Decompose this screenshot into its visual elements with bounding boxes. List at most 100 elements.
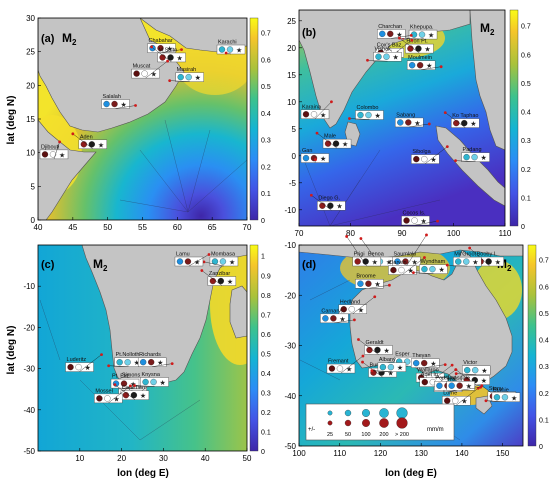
station-label: Lamu — [176, 252, 190, 258]
y-tick-label: -20 — [284, 291, 296, 300]
station-amp-dot — [103, 100, 110, 108]
station-marker: ★Ko Taphao — [443, 111, 480, 128]
station-point — [425, 233, 428, 237]
x-tick-label: 90 — [398, 229, 407, 238]
x-tick-label: 80 — [346, 229, 355, 238]
station-marker: ★Pt.Nolloth — [107, 352, 143, 367]
station-point — [113, 383, 117, 387]
station-star-icon: ★ — [411, 259, 417, 267]
station-star-icon: ★ — [472, 259, 478, 267]
station-amp-dot — [421, 378, 428, 386]
station-amp-dot — [463, 154, 470, 161]
station-label: Karachi — [218, 40, 237, 46]
panel-a-label: (a) — [41, 33, 55, 45]
station-phase-dot — [374, 346, 381, 354]
station-marker: ★Darwin — [388, 256, 426, 275]
station-phase-dot — [124, 359, 131, 366]
station-marker: ★Mombasa — [202, 252, 239, 267]
panel-c-constituent: M2 — [93, 257, 108, 273]
station-point — [373, 295, 377, 299]
colorbar-tick-label: 0.7 — [521, 24, 531, 31]
station-label: Padang — [463, 147, 482, 153]
station-point — [58, 140, 61, 144]
station-label: Mil'Groot — [454, 252, 476, 258]
station-phase-dot — [387, 30, 394, 38]
station-amp-dot — [357, 111, 364, 119]
station-star-icon: ★ — [195, 74, 201, 82]
station-label: Ko Taphao — [452, 113, 478, 119]
station-amp-dot — [444, 397, 451, 404]
station-leader — [108, 385, 131, 404]
y-tick-label: 10 — [26, 149, 35, 158]
station-label: Saumlaki — [393, 252, 416, 258]
station-leader — [371, 370, 392, 372]
station-marker: ★Saumlaki — [392, 233, 428, 267]
station-label: Burnie — [493, 387, 509, 393]
station-marker: ★Burnie — [484, 387, 521, 402]
station-label: Adel In — [421, 372, 438, 378]
station-star-icon: ★ — [320, 155, 326, 163]
station-leader — [399, 37, 420, 54]
station-star-icon: ★ — [59, 151, 65, 159]
x-tick-label: 110 — [333, 449, 346, 458]
x-tick-label: 70 — [243, 223, 252, 232]
station-marker: ★Diego G. — [309, 193, 346, 211]
station-leader — [311, 195, 332, 211]
station-leader — [314, 101, 332, 119]
panel-b-label: (b) — [302, 27, 316, 39]
station-star-icon: ★ — [421, 218, 427, 226]
station-marker: ★Karaina — [300, 100, 333, 119]
station-leader — [460, 387, 481, 391]
station-star-icon: ★ — [134, 359, 140, 367]
station-amp-dot — [116, 359, 123, 366]
station-star-icon: ★ — [430, 360, 436, 368]
station-label: Zanzibar — [209, 271, 231, 277]
station-amp-dot — [218, 46, 226, 53]
station-leader — [72, 133, 93, 149]
station-marker: ★Colombo — [348, 105, 384, 120]
station-point — [202, 260, 206, 264]
legend-bin-label: 25 — [327, 432, 333, 438]
station-label: Carnarv. — [321, 308, 342, 314]
size-legend-labels: 25 50 100 200 > 200 — [327, 432, 409, 438]
station-leader — [402, 257, 425, 275]
station-star-icon: ★ — [342, 141, 348, 149]
legend-dot-negative — [396, 417, 408, 429]
y-tick-label: -10 — [23, 282, 35, 291]
station-leader — [445, 112, 466, 128]
panel-d-land-indonesia — [299, 245, 523, 259]
station-phase-dot — [88, 141, 95, 148]
station-label: Esper — [395, 352, 410, 358]
station-star-icon: ★ — [160, 379, 166, 387]
colorbar-tick-label: 0.3 — [521, 138, 531, 145]
station-label: Pt.Nolloth — [116, 352, 140, 358]
station-marker: ★Karachi — [216, 40, 246, 55]
station-phase-dot — [383, 53, 390, 60]
x-tick-label: 100 — [292, 449, 306, 458]
station-star-icon: ★ — [98, 141, 104, 149]
x-tick-label: 20 — [117, 454, 126, 463]
panel-a-constituent: M2 — [62, 31, 77, 47]
station-marker: ★Chabahar — [147, 38, 183, 53]
legend-bin-label: 200 — [379, 432, 388, 438]
station-star-icon: ★ — [167, 45, 173, 53]
station-leader — [456, 388, 479, 406]
station-phase-dot — [120, 380, 128, 387]
station-phase-dot — [310, 111, 318, 118]
station-label: Cocos Is. — [403, 211, 426, 217]
station-point — [454, 368, 458, 372]
legend-dot-positive — [396, 407, 408, 419]
station-label: Colombo — [356, 105, 378, 111]
colorbar-tick-label: 0 — [261, 449, 265, 456]
x-tick-label: 140 — [455, 449, 469, 458]
station-amp-dot — [354, 258, 361, 265]
colorbar-tick-label: 0.6 — [261, 332, 271, 339]
panel-b-land-sumatra — [435, 125, 505, 207]
y-axis-label-bottom: lat (deg N) — [6, 326, 17, 375]
station-star-icon: ★ — [194, 259, 200, 267]
panel-c-colorbar-ticks: 0 0.1 0.2 0.3 0.4 0.5 0.6 0.7 0.8 0.9 1 — [261, 254, 271, 456]
station-amp-dot — [413, 359, 420, 367]
colorbar-tick-label: 0.4 — [539, 338, 549, 345]
colorbar-tick-label: 0.2 — [261, 164, 271, 171]
colorbar-tick-label: 0 — [261, 218, 265, 225]
